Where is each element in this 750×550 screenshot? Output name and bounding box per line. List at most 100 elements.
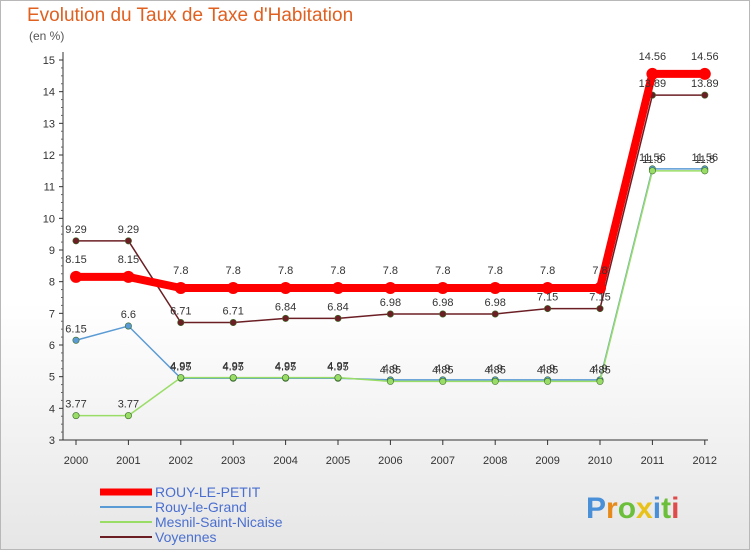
- data-point: [648, 167, 656, 175]
- data-point: [701, 167, 709, 175]
- x-tick-label: 2002: [169, 455, 193, 467]
- data-point: [436, 282, 449, 294]
- data-label: 4.9: [435, 363, 450, 375]
- x-tick-label: 2010: [588, 455, 612, 467]
- data-point: [544, 305, 552, 313]
- data-label: 4.9: [540, 363, 555, 375]
- data-label: 7.8: [435, 265, 450, 277]
- x-tick-label: 2012: [693, 455, 717, 467]
- data-label: 7.8: [540, 265, 555, 277]
- data-label: 11.5: [695, 154, 716, 166]
- data-label: 4.97: [327, 361, 348, 373]
- data-point: [124, 237, 132, 245]
- data-point: [701, 91, 709, 99]
- data-label: 3.77: [118, 399, 139, 411]
- data-label: 4.97: [222, 361, 243, 373]
- y-tick-label: 15: [43, 55, 55, 67]
- data-point: [177, 319, 185, 327]
- series-line-0: [72, 69, 709, 292]
- data-label: 7.8: [488, 265, 503, 277]
- legend-label: Mesnil-Saint-Nicaise: [155, 514, 283, 530]
- data-label: 6.15: [65, 323, 86, 335]
- data-point: [177, 374, 185, 382]
- x-tick-label: 2003: [221, 455, 245, 467]
- data-label: 7.15: [589, 292, 610, 304]
- data-label: 7.8: [173, 265, 188, 277]
- legend-label: Voyennes: [155, 529, 217, 545]
- data-label: 7.15: [537, 292, 558, 304]
- data-label: 4.95: [275, 361, 296, 373]
- y-tick-label: 7: [49, 308, 55, 320]
- y-tick-label: 14: [43, 87, 55, 99]
- x-tick-label: 2000: [64, 455, 88, 467]
- legend-label: Rouy-le-Grand: [155, 499, 247, 515]
- data-point: [489, 282, 502, 294]
- proxiti-logo: Proxiti: [586, 492, 679, 525]
- data-label: 9.29: [65, 224, 86, 236]
- x-tick-label: 2009: [535, 455, 559, 467]
- y-tick-label: 5: [49, 372, 55, 384]
- data-label: 8.15: [118, 254, 139, 266]
- data-point: [70, 270, 82, 283]
- data-label: 13.89: [691, 78, 719, 90]
- data-point: [124, 412, 132, 420]
- chart-unit-label: (en %): [29, 29, 65, 43]
- data-label: 6.71: [170, 306, 191, 318]
- y-tick-label: 12: [43, 150, 55, 162]
- data-label: 6.98: [484, 297, 505, 309]
- x-tick-label: 2005: [326, 455, 350, 467]
- data-point: [174, 282, 187, 294]
- data-label: 4.95: [222, 361, 243, 373]
- y-tick-label: 8: [49, 277, 55, 289]
- x-tick-label: 2007: [431, 455, 455, 467]
- data-label: 7.8: [330, 265, 345, 277]
- data-point: [386, 310, 394, 318]
- data-label: 7.8: [592, 265, 607, 277]
- data-label: 4.9: [592, 363, 607, 375]
- x-tick-label: 2011: [641, 455, 665, 467]
- data-point: [491, 310, 499, 318]
- x-tick-label: 2004: [273, 455, 297, 467]
- y-tick-label: 13: [43, 118, 55, 130]
- data-point: [122, 270, 135, 283]
- data-label: 11.5: [642, 154, 663, 166]
- x-tick-label: 2008: [483, 455, 507, 467]
- legend-label: ROUY-LE-PETIT: [155, 484, 261, 500]
- data-label: 14.56: [691, 51, 719, 63]
- data-label: 7.8: [383, 265, 398, 277]
- data-point: [594, 282, 606, 294]
- data-label: 6.84: [327, 301, 348, 313]
- data-label: 4.9: [488, 363, 503, 375]
- data-label: 6.98: [432, 297, 453, 309]
- data-label: 9.29: [118, 224, 139, 236]
- data-label: 11.56: [691, 152, 718, 164]
- data-label: 4.85: [432, 364, 453, 376]
- data-label: 4.97: [170, 361, 191, 373]
- data-label: 4.95: [327, 361, 348, 373]
- data-point: [332, 282, 344, 294]
- y-tick-label: 6: [49, 340, 55, 352]
- data-point: [439, 310, 447, 318]
- data-point: [72, 237, 80, 245]
- data-label: 6.84: [275, 301, 296, 313]
- data-label: 8.15: [65, 254, 86, 266]
- data-label: 7.8: [278, 265, 293, 277]
- data-point: [72, 336, 80, 344]
- data-label: 7.8: [226, 265, 241, 277]
- data-point: [72, 412, 80, 420]
- data-label: 4.85: [537, 364, 558, 376]
- data-point: [227, 282, 240, 294]
- data-point: [386, 377, 394, 385]
- data-label: 4.85: [589, 364, 610, 376]
- data-label: 4.85: [380, 364, 401, 376]
- data-label: 6.98: [380, 297, 401, 309]
- data-label: 4.95: [170, 361, 191, 373]
- x-tick-label: 2006: [378, 455, 402, 467]
- data-point: [596, 305, 604, 313]
- data-label: 11.56: [639, 152, 666, 164]
- data-label: 4.97: [275, 361, 296, 373]
- data-label: 6.71: [222, 306, 243, 318]
- data-point: [229, 319, 237, 327]
- data-point: [439, 377, 447, 385]
